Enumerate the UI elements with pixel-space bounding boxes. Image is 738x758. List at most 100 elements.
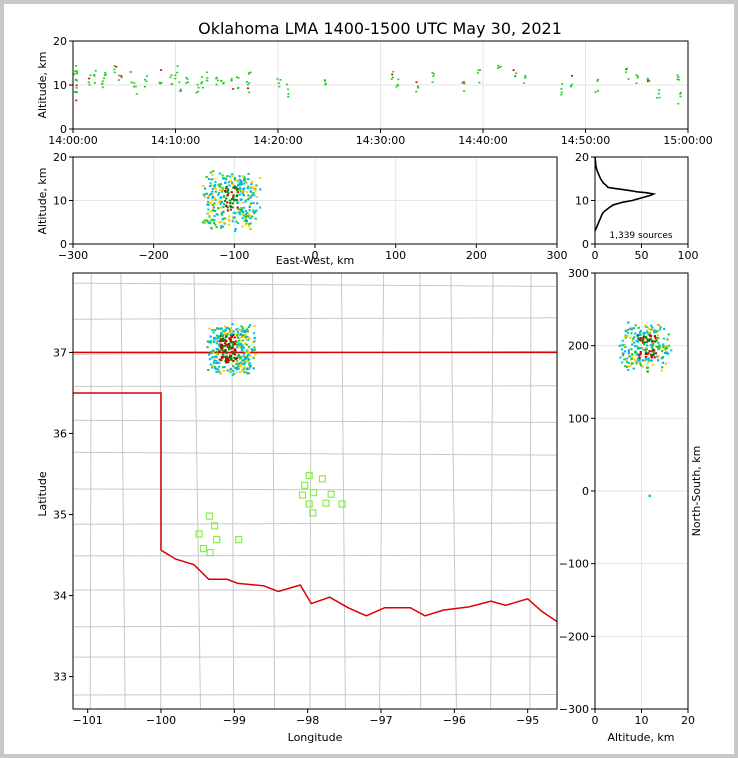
source-point xyxy=(240,325,243,328)
source-point xyxy=(171,83,174,86)
source-point xyxy=(236,191,239,194)
source-point xyxy=(391,76,394,79)
source-point xyxy=(248,72,251,74)
source-point xyxy=(74,79,77,81)
source-point xyxy=(657,355,660,358)
source-point xyxy=(247,367,251,370)
source-point xyxy=(569,85,572,88)
source-point xyxy=(241,211,245,214)
source-point xyxy=(220,359,223,362)
source-point xyxy=(253,337,256,340)
source-point xyxy=(120,76,123,79)
source-point xyxy=(259,206,262,209)
source-point xyxy=(247,215,251,218)
source-point xyxy=(205,79,208,82)
source-point xyxy=(209,182,212,185)
source-point xyxy=(218,343,222,346)
source-point xyxy=(391,73,394,76)
source-point xyxy=(224,351,228,354)
source-point xyxy=(248,352,251,355)
source-point xyxy=(254,217,257,220)
source-point xyxy=(498,66,501,69)
source-point xyxy=(324,80,327,83)
source-point xyxy=(632,327,636,330)
source-point xyxy=(677,102,680,105)
source-point xyxy=(216,368,219,371)
source-point xyxy=(226,201,229,204)
p2-xlabel: East-West, km xyxy=(276,254,354,267)
source-point xyxy=(217,206,220,209)
source-point xyxy=(220,348,224,351)
source-point xyxy=(251,208,255,211)
source-point xyxy=(636,76,639,79)
source-point xyxy=(226,189,229,192)
source-point xyxy=(215,360,218,363)
lma-station-marker xyxy=(206,548,214,557)
source-point xyxy=(242,214,246,217)
source-point xyxy=(647,333,650,336)
source-point xyxy=(241,213,244,216)
source-point xyxy=(218,358,221,361)
map-content xyxy=(73,273,557,709)
source-point xyxy=(211,195,215,198)
source-point xyxy=(247,351,251,354)
source-point xyxy=(133,82,136,85)
source-point xyxy=(216,327,219,330)
source-point xyxy=(210,227,213,230)
source-point xyxy=(246,330,249,333)
source-point xyxy=(225,361,228,364)
source-point xyxy=(240,356,243,359)
source-point xyxy=(644,357,647,360)
source-point xyxy=(677,76,680,79)
source-point xyxy=(248,73,251,75)
source-point xyxy=(246,366,249,369)
source-point xyxy=(656,355,659,358)
source-point xyxy=(254,189,257,192)
p4-xtick-label: −99 xyxy=(223,714,246,727)
source-point xyxy=(233,199,236,202)
source-point xyxy=(117,79,120,81)
source-point xyxy=(227,369,231,372)
source-point xyxy=(560,93,563,96)
p4-ylabel: Latitude xyxy=(36,471,49,517)
county-line xyxy=(73,385,557,387)
p1-ylabel: Altitude, km xyxy=(36,51,49,118)
source-point xyxy=(207,201,210,204)
source-point xyxy=(218,172,222,175)
source-point xyxy=(206,77,209,79)
source-point xyxy=(214,223,217,226)
source-point xyxy=(624,336,628,339)
source-point xyxy=(246,212,249,215)
source-point xyxy=(622,352,625,355)
source-point xyxy=(220,339,223,342)
source-point xyxy=(222,221,226,224)
source-point xyxy=(242,182,245,185)
source-point xyxy=(636,335,639,338)
source-point xyxy=(627,78,630,80)
source-point xyxy=(679,91,682,94)
source-point xyxy=(75,99,78,102)
source-point xyxy=(220,79,223,82)
source-point xyxy=(235,363,238,366)
source-point xyxy=(657,341,660,344)
source-point xyxy=(240,329,243,332)
source-point xyxy=(239,190,242,193)
source-point xyxy=(243,329,247,332)
source-point xyxy=(242,330,245,333)
source-point xyxy=(597,78,600,81)
source-point xyxy=(241,192,245,195)
source-point xyxy=(229,356,232,359)
source-point xyxy=(210,352,213,355)
source-point xyxy=(236,179,239,182)
source-point xyxy=(143,78,146,81)
source-point xyxy=(118,74,121,77)
source-point xyxy=(657,330,660,333)
source-point xyxy=(212,365,215,368)
source-point xyxy=(220,327,223,330)
source-point xyxy=(210,356,214,359)
p5-ytick-label: 0 xyxy=(582,485,589,498)
source-point xyxy=(211,187,214,190)
source-point xyxy=(213,336,216,339)
source-point xyxy=(630,326,633,329)
source-point xyxy=(245,182,248,185)
